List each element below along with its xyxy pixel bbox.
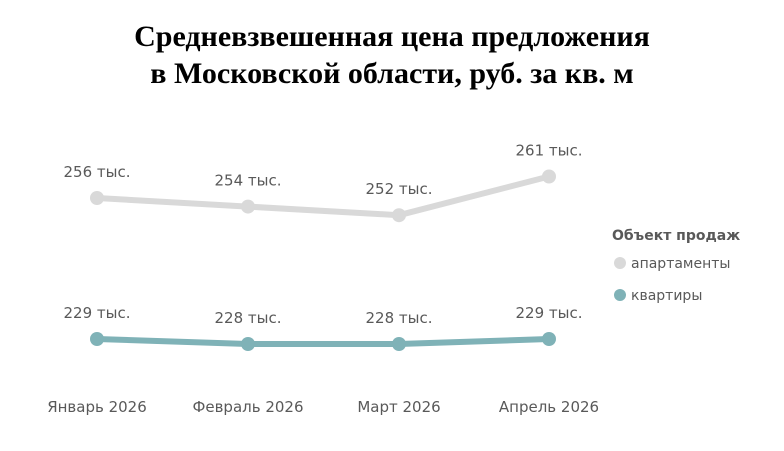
data-label: 261 тыс. — [516, 142, 583, 160]
series-2: 229 тыс. 228 тыс. 228 тыс. 229 тыс. — [64, 304, 583, 351]
legend-entry[interactable]: апартаменты — [631, 256, 730, 272]
data-label: 254 тыс. — [215, 172, 282, 190]
data-point[interactable] — [392, 337, 406, 351]
data-label: 256 тыс. — [64, 163, 131, 181]
series-layer: 256 тыс. 254 тыс. 252 тыс. 261 тыс. 229 тыс.… — [64, 142, 583, 351]
data-label: 228 тыс. — [215, 309, 282, 327]
legend-title: Объект продаж — [612, 228, 740, 244]
data-point[interactable] — [392, 208, 406, 223]
series-line — [94, 336, 552, 347]
data-label: 252 тыс. — [366, 180, 433, 198]
x-tick-label: Февраль 2026 — [192, 398, 303, 416]
x-tick-label: Январь 2026 — [47, 398, 147, 416]
data-label: 228 тыс. — [366, 309, 433, 327]
data-point[interactable] — [542, 332, 556, 346]
series-1: 256 тыс. 254 тыс. 252 тыс. 261 тыс. — [64, 142, 583, 223]
data-point[interactable] — [90, 191, 104, 205]
legend-entry[interactable]: квартиры — [631, 288, 702, 304]
data-point[interactable] — [241, 199, 255, 214]
data-point[interactable] — [542, 169, 556, 184]
chart-title: Средневзвешенная цена предложения в Моск… — [0, 18, 784, 92]
chart-title-line-2: в Московской области, руб. за кв. м — [150, 57, 634, 90]
legend-marker — [614, 289, 626, 301]
x-axis: Январь 2026 Февраль 2026 Март 2026 Апрель 2… — [47, 398, 599, 416]
legend: Объект продаж апартаменты квартиры — [612, 228, 740, 304]
data-label: 229 тыс. — [64, 304, 131, 322]
x-tick-label: Март 2026 — [357, 398, 440, 416]
data-point[interactable] — [241, 337, 255, 351]
data-label: 229 тыс. — [516, 304, 583, 322]
x-tick-label: Апрель 2026 — [499, 398, 599, 416]
data-point[interactable] — [90, 332, 104, 346]
legend-marker — [614, 257, 626, 269]
series-line — [94, 173, 552, 219]
chart-title-line-1: Средневзвешенная цена предложения — [134, 20, 650, 53]
